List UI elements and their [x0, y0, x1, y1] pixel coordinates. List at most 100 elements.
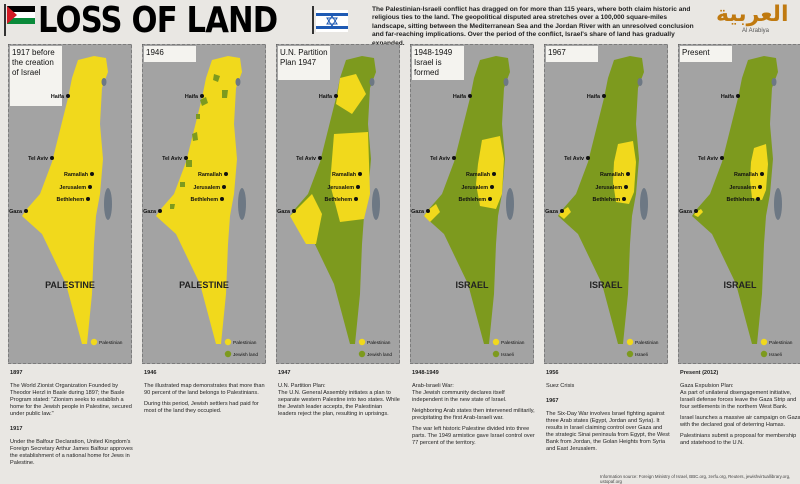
city-dot — [602, 94, 606, 98]
city-dot — [356, 185, 360, 189]
legend-swatch — [90, 338, 98, 346]
legend-swatch — [760, 350, 768, 358]
timeline-text: During this period, Jewish settlers had … — [144, 401, 259, 414]
label-wrap: U.N. Partition Plan 1947 — [280, 48, 328, 67]
source: Information source: Foreign Ministry of … — [600, 474, 791, 484]
city-dot — [452, 156, 456, 160]
intro: The Palestinian-Israeli conflict has dra… — [372, 6, 694, 47]
city-dot — [468, 94, 472, 98]
city-dot — [358, 172, 362, 176]
timeline-column: 1948-1949 Arab-Israeli War: The Jewish co… — [412, 370, 536, 451]
city-label: Gaza — [679, 209, 693, 215]
city-dot — [292, 209, 296, 213]
city-label: Gaza — [545, 209, 559, 215]
timeline-heading: 1956 — [546, 370, 559, 376]
land — [558, 56, 644, 344]
territory — [200, 97, 208, 106]
timeline-column: 1947 U.N. Partition Plan: The U.N. Genera… — [278, 370, 402, 422]
territory — [222, 90, 228, 98]
city-dot — [66, 94, 70, 98]
timeline-text: Suez Crisis — [546, 383, 575, 389]
land — [424, 56, 510, 344]
sea-of-galilee — [503, 78, 509, 86]
city-label: Bethlehem — [726, 197, 754, 203]
city-dot — [354, 197, 358, 201]
city-label: Jerusalem — [193, 185, 220, 191]
label-box — [144, 46, 196, 62]
legend-label: Israeli — [635, 352, 648, 358]
territory — [694, 209, 703, 217]
city-dot — [50, 156, 54, 160]
timeline-heading: Present (2012) — [680, 370, 719, 376]
legend-swatch — [358, 338, 366, 346]
timeline-heading: 1967 — [546, 398, 559, 404]
title: LOSS OF LAND — [38, 0, 278, 41]
city-dot — [760, 172, 764, 176]
sea-of-galilee — [637, 78, 643, 86]
city-dot — [24, 209, 28, 213]
legend-label: Palestinian — [501, 340, 525, 346]
territory — [192, 132, 198, 141]
legend-label: Palestinian — [769, 340, 793, 346]
city-label: Jerusalem — [327, 185, 354, 191]
city-dot — [492, 172, 496, 176]
map-panel: 1948-1949 Israel is formed Haifa Tel Aviv R… — [410, 44, 534, 364]
city-label: Haifa — [587, 94, 601, 100]
panel-label: Present — [682, 48, 710, 57]
legend-swatch — [358, 350, 366, 358]
label-wrap: 1917 before the creation of Israel — [12, 48, 55, 77]
city-dot — [736, 94, 740, 98]
label-box — [278, 46, 330, 80]
legend-label: Palestinian — [233, 340, 257, 346]
timeline-text: The illustrated map demonstrates that mo… — [144, 383, 265, 396]
dead-sea — [774, 188, 782, 220]
city-label: Ramallah — [600, 172, 624, 178]
city-label: Jerusalem — [59, 185, 86, 191]
legend-swatch — [224, 338, 232, 346]
city-label: Jerusalem — [729, 185, 756, 191]
timeline-column: 1946 The illustrated map demonstrates tha… — [144, 370, 268, 419]
timeline-text: Palestinians submit a proposal for membe… — [680, 433, 797, 446]
logo-arabic: العربية — [716, 2, 789, 27]
timeline-heading: 1897 — [10, 370, 23, 376]
timeline-text: U.N. Partition Plan: The U.N. General As… — [278, 383, 400, 417]
city-label: Ramallah — [198, 172, 222, 178]
label-wrap: 1967 — [548, 48, 566, 57]
city-dot — [224, 172, 228, 176]
city-label: Tel Aviv — [296, 156, 316, 162]
city-label: Ramallah — [332, 172, 356, 178]
timeline-heading: 1946 — [144, 370, 157, 376]
city-label: Tel Aviv — [162, 156, 182, 162]
timeline-text: The war left historic Palestine divided … — [412, 426, 535, 446]
timeline-heading: 1948-1949 — [412, 370, 439, 376]
sea-of-galilee — [101, 78, 107, 86]
land — [692, 56, 778, 344]
city-label: Haifa — [185, 94, 199, 100]
territory — [170, 204, 175, 209]
city-dot — [626, 172, 630, 176]
city-dot — [694, 209, 698, 213]
sea-of-galilee — [369, 78, 375, 86]
panel-label: 1946 — [146, 48, 164, 57]
legend-swatch — [626, 338, 634, 346]
timeline-text: The World Zionist Organization Founded b… — [10, 383, 132, 417]
land — [22, 56, 108, 344]
timeline-text: Arab-Israeli War: The Jewish community d… — [412, 383, 507, 403]
label-wrap: Present — [682, 48, 710, 57]
land — [156, 56, 242, 344]
city-label: Gaza — [277, 209, 291, 215]
city-dot — [622, 197, 626, 201]
city-dot — [488, 197, 492, 201]
label-box — [680, 46, 732, 62]
territory — [213, 74, 220, 82]
label-box — [412, 46, 464, 80]
land — [290, 56, 376, 344]
city-label: Haifa — [51, 94, 65, 100]
map-panel: U.N. Partition Plan 1947 Haifa Tel Aviv Ram… — [276, 44, 400, 364]
city-label: Gaza — [411, 209, 425, 215]
timeline-heading: 1917 — [10, 426, 23, 432]
territory — [476, 136, 504, 209]
map-panel: Present Haifa Tel Aviv Ramallah Jerusalem Bet… — [678, 44, 800, 364]
city-label: Jerusalem — [595, 185, 622, 191]
panel-label: 1967 — [548, 48, 566, 57]
